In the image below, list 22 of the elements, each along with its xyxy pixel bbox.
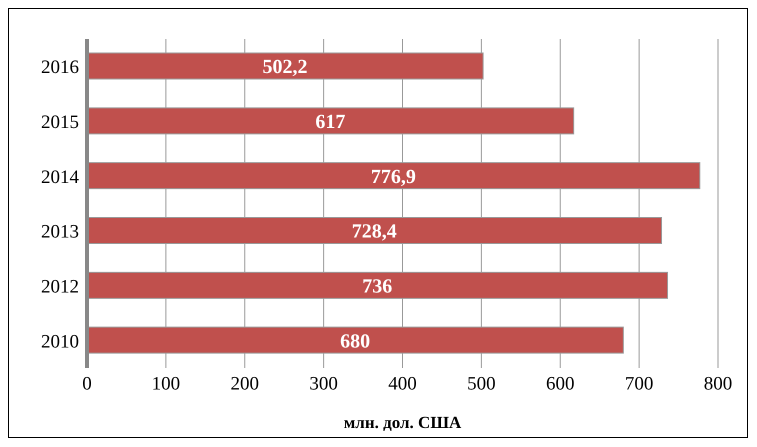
x-tick-label: 300: [309, 373, 338, 394]
x-tick-label: 500: [467, 373, 496, 394]
y-tick-label: 2010: [41, 331, 79, 352]
x-tick-label: 200: [230, 373, 259, 394]
x-tick-label: 0: [82, 373, 92, 394]
data-label: 617: [315, 110, 346, 133]
x-tick-label: 800: [704, 373, 732, 394]
x-tick-label: 400: [388, 373, 417, 394]
x-tick-label: 100: [152, 373, 180, 394]
y-tick-label: 2014: [41, 166, 80, 188]
y-tick-label: 2016: [41, 57, 79, 78]
data-label: 776,9: [370, 166, 416, 188]
x-tick-label: 700: [624, 373, 654, 394]
data-label: 502,2: [262, 56, 308, 78]
data-label: 680: [340, 330, 370, 352]
y-tick-label: 2012: [41, 276, 79, 298]
x-tick-label: 600: [546, 373, 574, 394]
data-label: 728,4: [352, 220, 397, 243]
x-axis-title: млн. дол. США: [344, 413, 462, 432]
y-tick-label: 2013: [41, 222, 79, 243]
data-label: 736: [362, 275, 392, 298]
y-tick-label: 2015: [41, 112, 79, 133]
